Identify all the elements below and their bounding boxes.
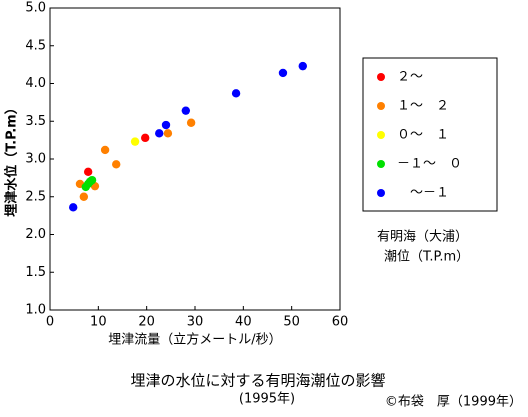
point: [100, 145, 110, 155]
legend-marker: [377, 131, 385, 139]
legend-marker: [377, 73, 385, 81]
legend-marker: [377, 102, 385, 110]
legend-label: ～－１: [397, 186, 449, 201]
legend-marker: [377, 160, 385, 168]
credit: ©布袋 厚（1999年）: [385, 395, 522, 410]
legend-label: ０～ １: [397, 128, 449, 143]
y-tick-label: 3.0: [25, 152, 46, 167]
point: [87, 175, 97, 185]
y-axis-label: 埋津水位（T.P.m）: [4, 101, 20, 216]
point: [112, 160, 121, 169]
x-tick-label: 10: [90, 315, 107, 330]
point: [141, 133, 150, 143]
point: [181, 106, 191, 115]
x-tick-label: 60: [332, 315, 349, 330]
y-tick-label: 4.0: [25, 76, 46, 91]
y-tick-label: 2.5: [25, 189, 46, 204]
y-tick-label: 4.5: [25, 38, 46, 53]
legend-title: 有明海（大浦）: [377, 230, 468, 245]
legend-label: １～ ２: [397, 99, 449, 114]
point: [231, 89, 241, 98]
point: [278, 68, 288, 78]
x-tick-label: 0: [46, 315, 54, 330]
y-tick-label: 1.0: [25, 303, 46, 318]
legend-marker: [377, 189, 385, 197]
point: [163, 129, 173, 138]
legend-label: －１～ ０: [397, 157, 462, 172]
legend-title: 潮位（T.P.m）: [384, 250, 469, 265]
point: [186, 118, 196, 127]
legend-label: ２～: [397, 70, 423, 85]
x-tick-label: 40: [235, 315, 252, 330]
point: [79, 192, 89, 201]
point: [155, 129, 164, 138]
subtitle: (1995年): [239, 392, 295, 407]
point: [298, 61, 307, 71]
y-tick-label: 5.0: [25, 1, 46, 16]
y-tick-label: 1.5: [25, 265, 46, 280]
plot-frame: [49, 7, 341, 311]
x-tick-label: 50: [283, 315, 300, 330]
point: [161, 120, 171, 130]
x-axis-label: 埋津流量（立方メートル/秒）: [108, 332, 281, 348]
point: [130, 137, 140, 146]
x-tick-label: 30: [187, 315, 204, 330]
x-tick-label: 20: [138, 315, 155, 330]
point: [69, 203, 78, 212]
title: 埋津の水位に対する有明海潮位の影響: [130, 372, 385, 390]
y-tick-label: 2.0: [25, 227, 46, 242]
y-tick-label: 3.5: [25, 114, 46, 129]
point: [83, 167, 93, 177]
legend-box: [362, 57, 498, 212]
